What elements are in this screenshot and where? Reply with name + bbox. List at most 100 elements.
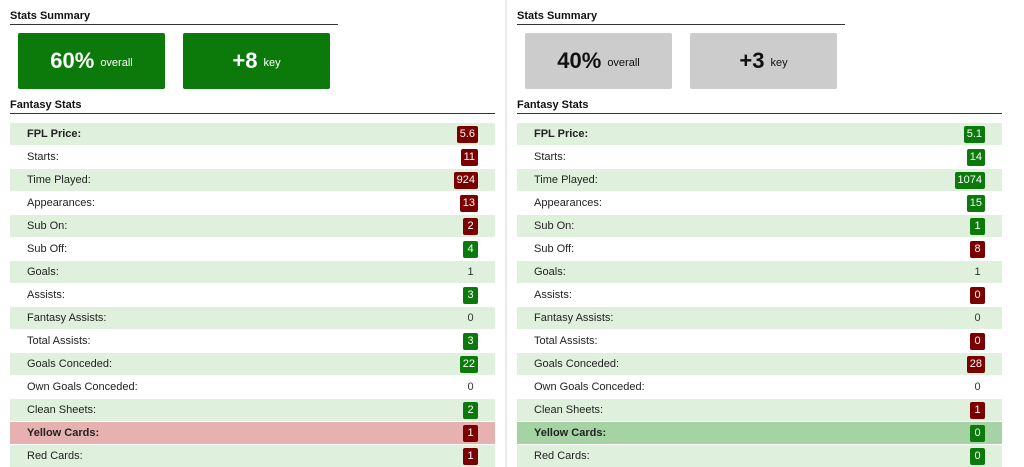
stat-value-badge: 0	[970, 286, 985, 304]
stat-row: Goals: 1	[517, 261, 1002, 283]
overall-score-value: 60%	[50, 48, 95, 73]
stat-label: Red Cards:	[534, 450, 590, 462]
stat-row: Own Goals Conceded: 0	[10, 376, 495, 398]
stat-row: Starts: 11	[10, 146, 495, 168]
stat-value-badge: 1	[974, 265, 981, 278]
fantasy-stats-title: Fantasy Stats	[10, 99, 495, 114]
stat-row: Yellow Cards: 0	[517, 422, 1002, 444]
stat-row: Clean Sheets: 2	[10, 399, 495, 421]
stat-label: Sub Off:	[27, 243, 68, 255]
stat-value-badge: 1	[970, 217, 985, 235]
stat-value-badge: 2	[463, 217, 478, 235]
stats-summary-title: Stats Summary	[517, 10, 845, 25]
stat-label: Yellow Cards:	[27, 427, 100, 439]
stat-row: Assists: 3	[10, 284, 495, 306]
stat-label: Clean Sheets:	[27, 404, 97, 416]
key-score-box: +3 key	[690, 33, 837, 89]
stat-label: Assists:	[534, 289, 572, 301]
stat-value-badge: 0	[974, 311, 981, 324]
stat-value-badge: 1	[970, 401, 985, 419]
stat-row: FPL Price: 5.6	[10, 123, 495, 145]
stat-value-badge: 3	[463, 332, 478, 350]
fantasy-stats-table: FPL Price: 5.1 Starts: 14 Time Played: 1074 Ap…	[517, 123, 1002, 467]
right-player-panel: Stats Summary 40% overall +3 key Fantasy…	[507, 0, 1024, 467]
key-score-value: +8	[232, 48, 258, 73]
stat-row: Goals Conceded: 28	[517, 353, 1002, 375]
stat-value-badge: 5.1	[963, 125, 985, 143]
left-player-panel: Stats Summary 60% overall +8 key Fantasy…	[0, 0, 505, 467]
stat-row: Red Cards: 1	[10, 445, 495, 467]
fantasy-stats-table: FPL Price: 5.6 Starts: 11 Time Played: 924 App…	[10, 123, 495, 467]
overall-score-box: 60% overall	[18, 33, 165, 89]
stat-row: Appearances: 13	[10, 192, 495, 214]
stat-row: Red Cards: 0	[517, 445, 1002, 467]
stat-value-badge: 0	[974, 380, 981, 393]
stat-row: Time Played: 1074	[517, 169, 1002, 191]
stat-value-badge: 15	[966, 194, 985, 212]
overall-score-label: overall	[100, 57, 133, 69]
fantasy-stats-title: Fantasy Stats	[517, 99, 1002, 114]
stat-value-badge: 0	[970, 424, 985, 442]
stat-label: Assists:	[27, 289, 65, 301]
stat-value-badge: 3	[463, 286, 478, 304]
stat-row: Time Played: 924	[10, 169, 495, 191]
stat-value-badge: 924	[453, 171, 478, 189]
stat-row: Own Goals Conceded: 0	[517, 376, 1002, 398]
stat-row: Clean Sheets: 1	[517, 399, 1002, 421]
stat-label: Red Cards:	[27, 450, 83, 462]
stat-value-badge: 13	[459, 194, 478, 212]
stat-label: Time Played:	[27, 174, 91, 186]
key-score-label: key	[263, 57, 281, 69]
stat-label: Fantasy Assists:	[27, 312, 107, 324]
stat-value-badge: 1	[463, 424, 478, 442]
stat-label: Total Assists:	[27, 335, 91, 347]
stat-label: Sub On:	[534, 220, 575, 232]
stat-label: Appearances:	[27, 197, 95, 209]
stat-label: Goals:	[27, 266, 59, 278]
stat-row: Goals: 1	[10, 261, 495, 283]
stats-summary-title: Stats Summary	[10, 10, 338, 25]
stat-value-badge: 1	[463, 447, 478, 465]
key-score-box: +8 key	[183, 33, 330, 89]
stat-label: Goals Conceded:	[534, 358, 619, 370]
key-score-value: +3	[739, 48, 765, 73]
stat-row: Fantasy Assists: 0	[517, 307, 1002, 329]
overall-score-value: 40%	[557, 48, 602, 73]
overall-score-box: 40% overall	[525, 33, 672, 89]
stat-value-badge: 4	[463, 240, 478, 258]
stat-row: Fantasy Assists: 0	[10, 307, 495, 329]
stat-value-badge: 2	[463, 401, 478, 419]
stat-row: Appearances: 15	[517, 192, 1002, 214]
stat-value-badge: 28	[966, 355, 985, 373]
stat-row: Sub On: 1	[517, 215, 1002, 237]
stat-value-badge: 1074	[954, 171, 985, 189]
stat-label: Clean Sheets:	[534, 404, 604, 416]
stat-row: Sub Off: 4	[10, 238, 495, 260]
stat-row: Total Assists: 3	[10, 330, 495, 352]
stat-label: Starts:	[27, 151, 59, 163]
stat-row: FPL Price: 5.1	[517, 123, 1002, 145]
stat-value-badge: 0	[467, 311, 474, 324]
stat-label: Sub Off:	[534, 243, 575, 255]
stat-label: Sub On:	[27, 220, 68, 232]
stat-label: Own Goals Conceded:	[27, 381, 138, 393]
stat-row: Starts: 14	[517, 146, 1002, 168]
stat-row: Total Assists: 0	[517, 330, 1002, 352]
stat-label: Yellow Cards:	[534, 427, 607, 439]
stat-label: FPL Price:	[534, 128, 589, 140]
stat-label: FPL Price:	[27, 128, 82, 140]
stat-row: Sub Off: 8	[517, 238, 1002, 260]
stat-value-badge: 14	[966, 148, 985, 166]
stat-label: Total Assists:	[534, 335, 598, 347]
stat-label: Appearances:	[534, 197, 602, 209]
stat-value-badge: 0	[970, 447, 985, 465]
stat-label: Time Played:	[534, 174, 598, 186]
stat-row: Assists: 0	[517, 284, 1002, 306]
stat-row: Yellow Cards: 1	[10, 422, 495, 444]
stat-value-badge: 8	[970, 240, 985, 258]
stat-label: Goals Conceded:	[27, 358, 112, 370]
stat-row: Sub On: 2	[10, 215, 495, 237]
stat-value-badge: 0	[467, 380, 474, 393]
stat-value-badge: 22	[459, 355, 478, 373]
stat-value-badge: 1	[467, 265, 474, 278]
